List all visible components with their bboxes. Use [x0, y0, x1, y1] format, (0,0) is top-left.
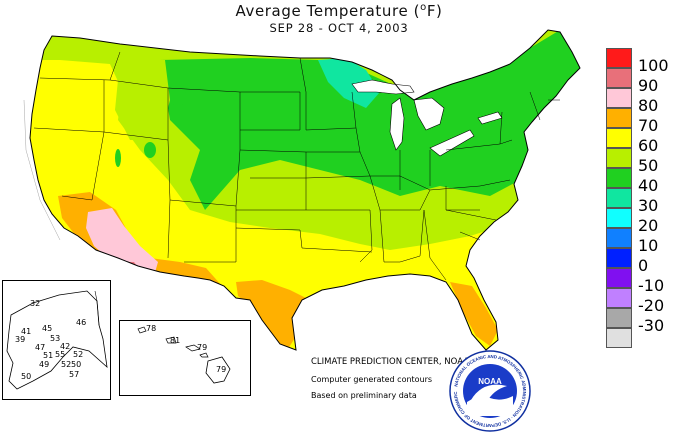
alaska-station: 51	[43, 351, 54, 360]
legend-label: 90	[638, 76, 659, 95]
credit-agency: CLIMATE PREDICTION CENTER, NOAA	[311, 357, 470, 367]
legend-swatch	[606, 208, 632, 228]
hawaii-station: 79	[197, 343, 208, 352]
legend-label: 50	[638, 156, 659, 175]
legend-label: 20	[638, 216, 659, 235]
contour-90s	[86, 208, 158, 276]
alaska-station: 50	[21, 372, 32, 381]
legend-swatch	[606, 248, 632, 268]
legend-swatch	[606, 288, 632, 308]
alaska-station: 53	[50, 334, 61, 343]
hawaii-station: 78	[146, 324, 157, 333]
legend-label: 80	[638, 96, 659, 115]
legend-swatch	[606, 108, 632, 128]
contour-50s	[160, 30, 580, 210]
conus-outline	[29, 29, 581, 351]
noaa-seal-icon: NOAA NATIONAL OCEANIC AND ATMOSPHERIC AD…	[449, 350, 531, 432]
contour-50s-spot	[170, 86, 186, 106]
legend-swatch	[606, 188, 632, 208]
alaska-outline	[6, 290, 108, 390]
alaska-station: 45	[42, 324, 53, 333]
legend-swatch	[606, 128, 632, 148]
hawaii-station: 81	[170, 336, 181, 345]
lake-ontario	[477, 111, 503, 125]
alaska-station: 46	[76, 318, 87, 327]
credit-data-note: Based on preliminary data	[311, 391, 417, 400]
legend-label: 70	[638, 116, 659, 135]
map-title: Average Temperature (oF)	[235, 2, 443, 20]
alaska-station: 42	[60, 342, 71, 351]
lake-michigan	[389, 97, 405, 151]
alaska-station: 50	[71, 360, 82, 369]
legend-swatch	[606, 168, 632, 188]
hawaii-inset: 78 81 79 79	[119, 320, 251, 396]
alaska-station: 49	[39, 360, 50, 369]
great-lakes	[351, 79, 503, 157]
legend-label: 0	[638, 256, 649, 275]
lake-superior	[351, 79, 415, 95]
alaska-station: 55	[55, 350, 66, 359]
contour-60s-west	[115, 60, 170, 140]
contour-80s-florida	[450, 282, 498, 346]
legend-swatch	[606, 328, 632, 348]
contour-50s-spot	[115, 149, 121, 167]
alaska-inset: 32 45 46 41 53 39 42 47 55 52 51 52 49 5…	[2, 280, 111, 400]
lake-erie	[429, 129, 475, 157]
legend-label: 60	[638, 136, 659, 155]
legend-swatch	[606, 88, 632, 108]
contour-50s-spot	[144, 142, 156, 158]
legend-label: 30	[638, 196, 659, 215]
legend-label: 10	[638, 236, 659, 255]
alaska-station: 41	[21, 327, 32, 336]
legend-swatch	[606, 48, 632, 68]
contour-80s-texas	[236, 280, 310, 350]
graticule	[23, 99, 61, 241]
alaska-station: 52	[73, 350, 84, 359]
state-borders	[33, 51, 560, 281]
alaska-station: 32	[30, 299, 41, 308]
hawaii-islands	[137, 326, 231, 384]
alaska-station: 39	[15, 335, 26, 344]
legend-swatch	[606, 68, 632, 88]
legend-swatch	[606, 148, 632, 168]
hawaii-station: 79	[216, 365, 227, 374]
legend-label: -20	[638, 296, 665, 315]
legend-swatch	[606, 268, 632, 288]
map-subtitle: SEP 28 - OCT 4, 2003	[269, 21, 409, 35]
alaska-station: 47	[35, 343, 46, 352]
legend-label: 100	[638, 56, 669, 75]
legend-label: 40	[638, 176, 659, 195]
alaska-station: 52	[61, 360, 72, 369]
legend-label: -30	[638, 316, 665, 335]
legend-swatch	[606, 228, 632, 248]
lake-huron	[413, 97, 445, 131]
credit-method: Computer generated contours	[311, 375, 433, 384]
noaa-logo-text: NOAA	[478, 377, 502, 386]
legend-label: -10	[638, 276, 665, 295]
alaska-station: 57	[69, 370, 80, 379]
legend-swatch	[606, 308, 632, 328]
contour-40s	[318, 58, 380, 108]
